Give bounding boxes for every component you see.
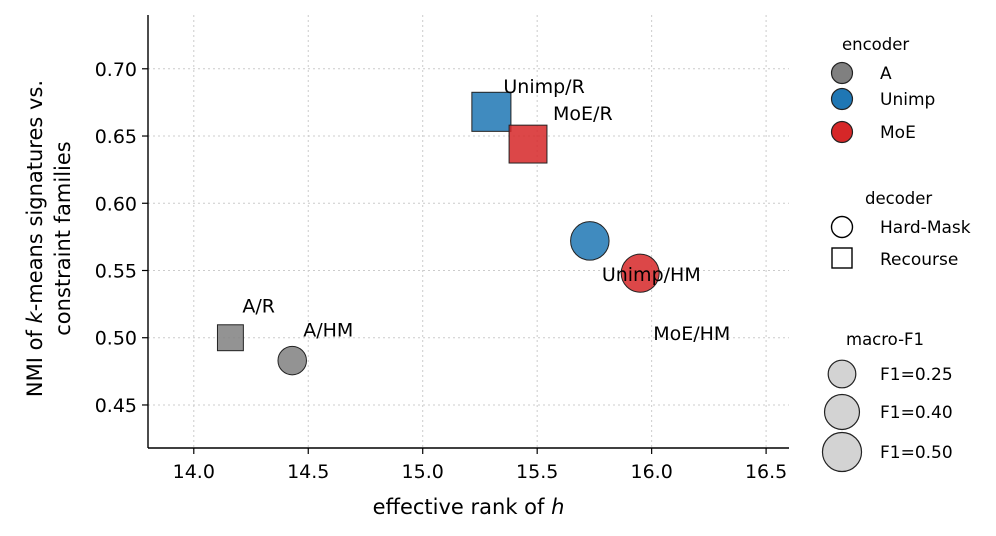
point-moe-hm: [620, 253, 660, 293]
point-a-r: [216, 324, 244, 352]
y-tick-label: 0.45: [95, 395, 137, 417]
legend-size-label: F1=0.25: [880, 365, 953, 385]
legend-decoder-title: decoder: [865, 189, 932, 208]
legend-size-swatch: [821, 431, 863, 473]
x-axis-label: effective rank of h: [373, 495, 565, 519]
legend-recourse-swatch: [831, 247, 853, 269]
legend-encoder-swatch: [830, 87, 854, 111]
y-axis-label-line2: constraint families: [51, 141, 75, 336]
point-label: A/R: [242, 296, 275, 318]
legend-size-label: F1=0.40: [880, 403, 953, 423]
legend-size-label: F1=0.50: [880, 443, 953, 463]
point-unimp-hm: [570, 221, 610, 261]
y-tick-label: 0.60: [95, 193, 137, 215]
point-a-hm: [277, 345, 307, 376]
legend-encoder-label: Unimp: [880, 90, 935, 110]
y-tick-label: 0.65: [95, 126, 137, 148]
legend-encoder-label: A: [880, 64, 892, 84]
x-tick-label: 15.0: [402, 461, 444, 483]
legend-encoder-swatch: [830, 61, 854, 85]
legend-size-swatch: [823, 393, 861, 431]
legend-size-swatch: [827, 359, 857, 389]
y-tick-label: 0.50: [95, 328, 137, 350]
legend-encoder-swatch: [830, 120, 854, 144]
legend-decoder-label: Hard-Mask: [880, 218, 971, 238]
y-tick-label: 0.55: [95, 260, 137, 282]
point-label: Unimp/R: [503, 76, 584, 98]
legend-hardmask-swatch: [830, 215, 854, 239]
point-label: Unimp/HM: [602, 264, 701, 286]
legend-decoder-label: Recourse: [880, 250, 958, 270]
points-layer: [216, 91, 660, 376]
legend-encoder-title: encoder: [842, 35, 909, 54]
y-tick-label: 0.70: [95, 59, 137, 81]
x-tick-label: 14.5: [287, 461, 329, 483]
x-tick-label: 16.5: [745, 461, 787, 483]
legend-size-title: macro-F1: [846, 330, 924, 349]
x-tick-label: 16.0: [630, 461, 672, 483]
point-moe-r: [508, 124, 548, 164]
y-axis-label: NMI of k-means signatures vs.: [23, 80, 47, 397]
point-unimp-r: [471, 91, 512, 132]
legend-encoder-label: MoE: [880, 123, 916, 143]
point-label: MoE/HM: [653, 323, 730, 345]
x-tick-label: 14.0: [173, 461, 215, 483]
x-tick-label: 15.5: [516, 461, 558, 483]
point-label: A/HM: [303, 320, 353, 342]
point-label: MoE/R: [553, 103, 613, 125]
